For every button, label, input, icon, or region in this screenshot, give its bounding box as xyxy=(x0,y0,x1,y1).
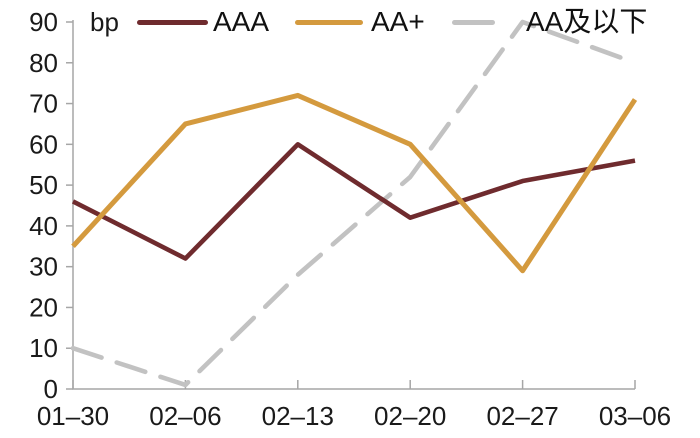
y-tick-label: 30 xyxy=(29,252,58,282)
x-tick-label: 01–30 xyxy=(37,401,109,431)
legend-line-swatch-aa-plus xyxy=(295,20,363,25)
y-axis-unit-label: bp xyxy=(90,7,119,37)
x-tick-label: 02–20 xyxy=(374,401,446,431)
y-tick-label: 40 xyxy=(29,211,58,241)
y-tick-label: 80 xyxy=(29,48,58,78)
y-tick-label: 20 xyxy=(29,292,58,322)
y-tick-label: 0 xyxy=(44,374,58,404)
legend-line-swatch-aa-and-below xyxy=(452,20,495,25)
series-line-AA+ xyxy=(71,92,638,274)
x-tick-label: 03–06 xyxy=(599,401,671,431)
legend-line-swatch-aaa xyxy=(137,20,208,25)
x-tick-label: 02–27 xyxy=(486,401,558,431)
x-tick-label: 02–06 xyxy=(149,401,221,431)
y-tick-label: 70 xyxy=(29,89,58,119)
chart-legend: bp AAA AA+ AA及以下 xyxy=(0,0,700,44)
x-tick-label: 02–13 xyxy=(262,401,334,431)
legend-label-aa-plus: AA+ xyxy=(371,6,425,37)
y-tick-label: 10 xyxy=(29,333,58,363)
y-tick-label: 90 xyxy=(29,7,58,37)
series-line-AA及以下 xyxy=(70,19,638,388)
legend-label-aaa: AAA xyxy=(213,6,270,37)
legend-label-aa-and-below: AA及以下 xyxy=(526,6,648,37)
axis-lines xyxy=(72,20,635,390)
y-tick-label: 60 xyxy=(29,129,58,159)
series-line-AAA xyxy=(71,142,636,261)
y-tick-label: 50 xyxy=(29,170,58,200)
